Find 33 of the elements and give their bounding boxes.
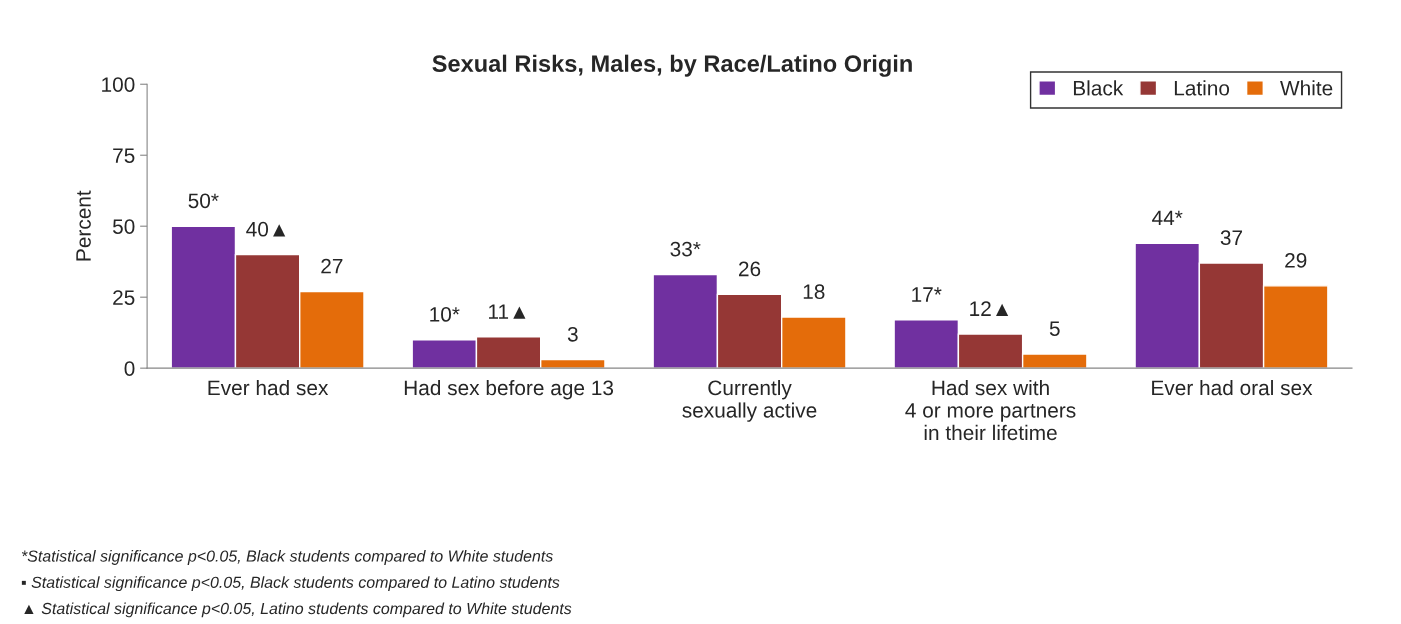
data-label: 11▲	[489, 304, 526, 319]
legend-label: Latino	[1174, 80, 1230, 96]
data-label: 33*	[670, 241, 701, 257]
data-label: 10*	[430, 307, 460, 322]
text: ▲ Statistical significance p<0.05, Latino students compared to White students	[24, 602, 572, 618]
x-tick-label: Ever had oral sex	[1152, 379, 1313, 396]
text: *Statistical significance p<0.05, Black students compared to White students	[21, 550, 553, 565]
x-tick-label: Had sex with 4 or more partners in their lifetime	[905, 379, 1076, 441]
x-tick-label: Ever had sex	[208, 379, 329, 396]
x-tick-label: Had sex before age 13	[404, 379, 614, 400]
y-tick-label: 25	[113, 290, 135, 305]
data-label: 29	[1285, 253, 1307, 268]
data-label: 40▲	[246, 221, 286, 237]
legend-label: Black	[1073, 80, 1124, 96]
y-tick-label: 75	[113, 148, 135, 163]
data-label: 5	[1049, 321, 1060, 336]
data-label: 50*	[188, 193, 219, 209]
data-label: 37	[1220, 230, 1243, 246]
legend-label: White	[1280, 80, 1333, 96]
data-label: 26	[739, 261, 761, 277]
x-tick-label: Currently sexually active	[682, 379, 817, 422]
data-label: 17*	[912, 287, 942, 302]
y-tick-label: 50	[112, 219, 135, 234]
data-label: 27	[321, 258, 343, 274]
data-label: 12▲	[970, 301, 1009, 316]
data-label: 18	[803, 284, 825, 300]
y-axis-title: Percent	[76, 190, 91, 261]
chart-title: Sexual Risks, Males, by Race/Latino Origin	[432, 54, 912, 77]
y-tick-label: 0	[124, 361, 135, 376]
y-tick-label: 100	[102, 77, 135, 92]
data-label: 44*	[1152, 210, 1183, 226]
data-label: 3	[567, 326, 578, 342]
text: ▪ Statistical significance p<0.05, Black students compared to Latino students	[21, 576, 560, 592]
